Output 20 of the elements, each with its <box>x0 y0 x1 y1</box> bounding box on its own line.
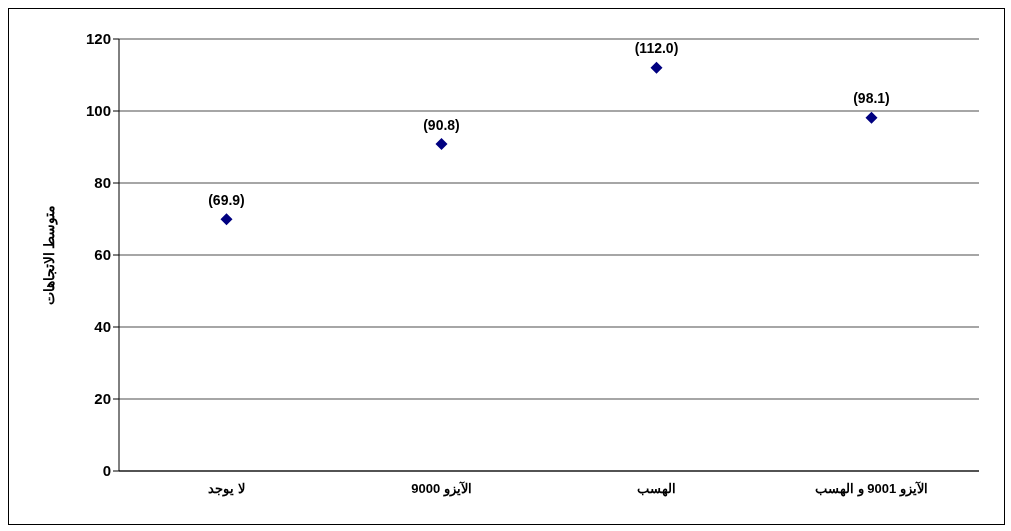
point <box>435 138 448 151</box>
data-label: (98.1) <box>853 90 890 107</box>
y-tick-label: 20 <box>94 390 111 408</box>
point <box>220 213 233 226</box>
y-tick-label: 60 <box>94 246 111 264</box>
x-tick-label: الهسب <box>637 481 676 497</box>
y-tick-label: 0 <box>102 462 111 480</box>
y-tick-label: 100 <box>85 102 111 120</box>
y-tick-label: 40 <box>94 318 111 336</box>
data-label: (112.0) <box>634 40 679 57</box>
y-tick-label: 80 <box>94 174 111 192</box>
x-tick-label: الآيزو 9001 و الهسب <box>815 481 928 497</box>
y-axis-title: متوسط الاتجاهات <box>40 204 58 306</box>
data-label: (90.8) <box>423 116 460 133</box>
point <box>650 61 663 74</box>
y-tick-label: 120 <box>85 30 111 48</box>
x-tick-label: الآيزو 9000 <box>411 481 472 497</box>
x-tick-label: لا يوجد <box>208 481 245 497</box>
point <box>865 111 878 124</box>
data-label: (69.9) <box>208 191 245 208</box>
